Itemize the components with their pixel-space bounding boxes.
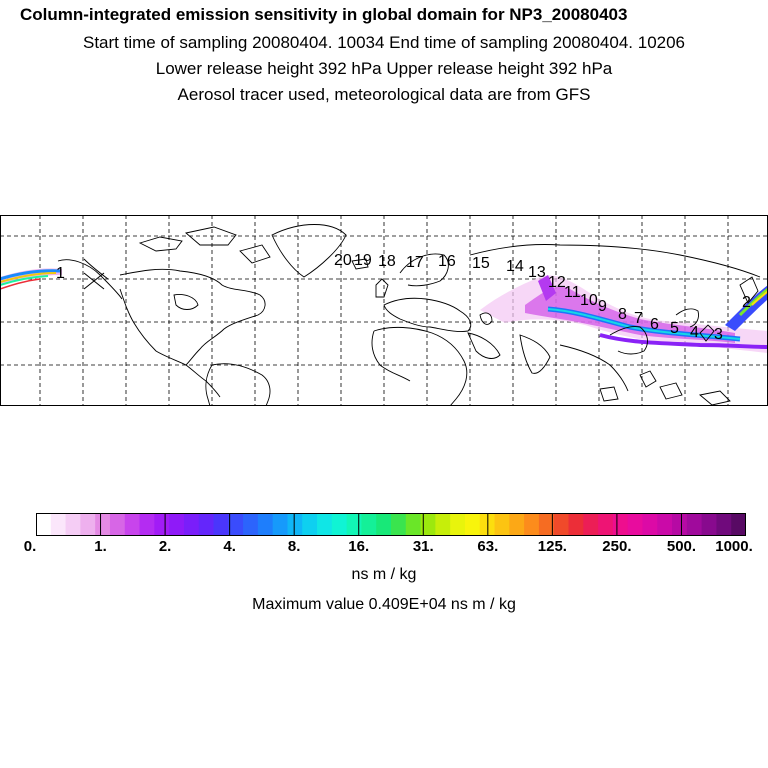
colorbar-tick-label: 0. bbox=[23, 538, 37, 555]
colorbar-cell bbox=[657, 513, 673, 536]
colorbar-cell bbox=[213, 513, 229, 536]
colorbar-cell bbox=[524, 513, 540, 536]
colorbar-cell bbox=[139, 513, 155, 536]
track-label: 15 bbox=[472, 255, 490, 272]
colorbar-cell bbox=[494, 513, 510, 536]
release-height-line: Lower release height 392 hPa Upper relea… bbox=[155, 59, 613, 78]
colorbar-cell bbox=[553, 513, 570, 536]
track-label: 7 bbox=[634, 310, 643, 327]
colorbar-cell bbox=[568, 513, 584, 536]
colorbar-cell bbox=[169, 513, 185, 536]
colorbar-cell bbox=[243, 513, 259, 536]
maximum-value-text: Maximum value 0.409E+04 ns m / kg bbox=[252, 596, 516, 613]
colorbar-cell bbox=[331, 513, 348, 536]
colorbar-cell bbox=[154, 513, 170, 536]
colorbar-tick-label: 63. bbox=[477, 538, 499, 555]
colorbar-cell bbox=[50, 513, 67, 536]
colorbar-cell bbox=[124, 513, 141, 536]
release-location-marker bbox=[83, 272, 105, 290]
colorbar-tick-label: 500. bbox=[666, 538, 697, 555]
map-graticule bbox=[0, 215, 768, 406]
colorbar-cell bbox=[583, 513, 599, 536]
colorbar-cell bbox=[509, 513, 525, 536]
colorbar-tick-label: 1. bbox=[94, 538, 107, 555]
colorbar-cell bbox=[731, 513, 746, 536]
colorbar-cell bbox=[80, 513, 96, 536]
track-label: 8 bbox=[618, 306, 627, 323]
colorbar-cell bbox=[36, 513, 52, 536]
colorbar-cell bbox=[642, 513, 658, 536]
track-label: 17 bbox=[406, 254, 424, 271]
colorbar-cell bbox=[228, 513, 244, 536]
sampling-time-line: Start time of sampling 20080404. 10034 E… bbox=[82, 33, 686, 52]
colorbar-cell bbox=[716, 513, 732, 536]
track-label: 3 bbox=[714, 326, 723, 343]
track-label: 13 bbox=[528, 264, 546, 281]
colorbar-units: ns m / kg bbox=[351, 566, 417, 583]
emission-sensitivity-map: 1 2 3 4 5 6 7 8 9 10 11 12 13 14 15 16 1… bbox=[0, 215, 768, 406]
track-label: 19 bbox=[354, 252, 372, 269]
colorbar-cell bbox=[198, 513, 215, 536]
track-label: 20 bbox=[334, 252, 352, 269]
track-label: 9 bbox=[598, 298, 607, 315]
track-label: 11 bbox=[564, 284, 581, 301]
track-label: 14 bbox=[506, 258, 524, 275]
colorbar bbox=[36, 513, 746, 536]
colorbar-cell bbox=[95, 513, 111, 536]
colorbar-tick-label: 125. bbox=[537, 538, 567, 555]
colorbar-cell bbox=[65, 513, 81, 536]
colorbar-tick-label: 31. bbox=[412, 538, 434, 555]
colorbar-cell bbox=[464, 513, 481, 536]
colorbar-cell bbox=[405, 513, 422, 536]
colorbar-cell bbox=[701, 513, 718, 536]
colorbar-tick-label: 8. bbox=[287, 538, 301, 555]
coastlines bbox=[57, 224, 761, 406]
track-label: 10 bbox=[580, 292, 598, 309]
colorbar-cell bbox=[435, 513, 451, 536]
track-labels: 1 2 3 4 5 6 7 8 9 10 11 12 13 14 15 16 1… bbox=[56, 252, 751, 343]
colorbar-cell bbox=[538, 513, 555, 536]
colorbar-cell bbox=[420, 513, 436, 536]
colorbar-cell bbox=[376, 513, 392, 536]
colorbar-cell bbox=[612, 513, 629, 536]
track-label: 1 bbox=[56, 265, 65, 282]
colorbar-cell bbox=[450, 513, 466, 536]
colorbar-cell bbox=[361, 513, 377, 536]
colorbar-cell bbox=[686, 513, 703, 536]
colorbar-tick-label: 4. bbox=[223, 538, 236, 555]
track-label: 5 bbox=[670, 320, 679, 337]
colorbar-cell bbox=[109, 513, 126, 536]
colorbar-cell bbox=[183, 513, 200, 536]
tracer-info-line: Aerosol tracer used, meteorological data… bbox=[177, 85, 591, 104]
track-label: 12 bbox=[548, 274, 566, 291]
colorbar-cell bbox=[302, 513, 318, 536]
colorbar-cell bbox=[627, 513, 644, 536]
track-label: 4 bbox=[690, 324, 699, 341]
track-label: 18 bbox=[378, 253, 396, 270]
colorbar-cell bbox=[346, 513, 363, 536]
colorbar-tick-label: 16. bbox=[348, 538, 370, 555]
colorbar-cell bbox=[317, 513, 333, 536]
colorbar-cell bbox=[287, 513, 303, 536]
plot-title: Column-integrated emission sensitivity i… bbox=[20, 5, 628, 24]
colorbar-tick-label: 2. bbox=[158, 538, 172, 555]
track-label: 2 bbox=[742, 294, 751, 311]
colorbar-cell bbox=[391, 513, 407, 536]
colorbar-cell bbox=[598, 513, 614, 536]
colorbar-tick-label: 1000. bbox=[715, 538, 753, 555]
colorbar-tick-label: 250. bbox=[602, 538, 632, 555]
track-label: 16 bbox=[438, 253, 456, 270]
colorbar-cell bbox=[672, 513, 688, 536]
track-label: 6 bbox=[650, 316, 659, 333]
colorbar-cell bbox=[257, 513, 274, 536]
colorbar-cell bbox=[272, 513, 289, 536]
